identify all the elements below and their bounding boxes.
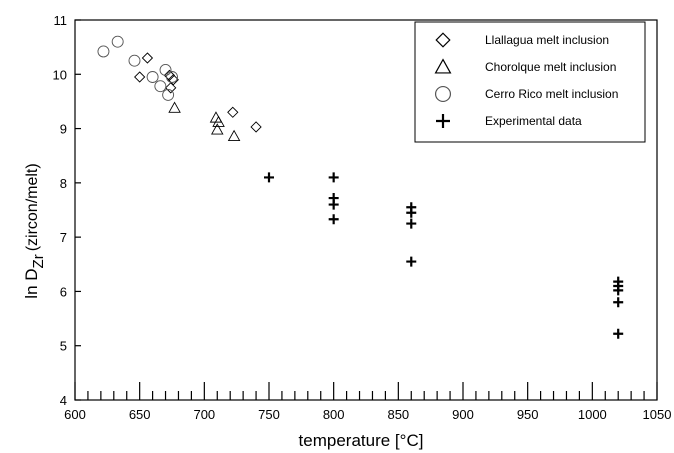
x-tick-label: 600	[64, 407, 86, 422]
data-point-circle	[154, 80, 167, 93]
data-point-plus	[328, 172, 339, 183]
y-tick-label: 6	[60, 284, 67, 299]
y-tick-label: 11	[54, 13, 68, 28]
x-tick-label: 950	[517, 407, 539, 422]
data-point-plus	[264, 172, 274, 183]
plot-frame	[74, 19, 658, 401]
data-markers	[97, 35, 624, 339]
legend-symbol-diamond	[435, 32, 451, 48]
legend-label: Cerro Rico melt inclusion	[485, 87, 618, 101]
data-point-circle	[128, 54, 141, 67]
y-tick-label: 8	[60, 176, 67, 191]
y-tick-label: 5	[60, 339, 67, 354]
data-point-diamond	[250, 121, 262, 133]
data-point-diamond	[227, 106, 239, 118]
y-axis-title-subscript: Zr	[30, 254, 47, 268]
data-point-triangle	[227, 129, 241, 142]
data-point-diamond	[167, 74, 179, 86]
y-tick-label: 4	[60, 393, 67, 408]
x-tick-label: 700	[193, 407, 215, 422]
x-tick-label: 750	[258, 407, 280, 422]
legend-label: Experimental data	[485, 114, 582, 128]
legend: Llallagua melt inclusion Chorolque melt i…	[414, 21, 646, 143]
data-point-plus	[406, 207, 417, 218]
svg-text:ln DZr(zircon/melt): ln DZr (zircon/melt)	[22, 163, 47, 298]
data-point-circle	[146, 71, 159, 83]
legend-symbol-triangle	[434, 58, 452, 74]
x-tick-label: 900	[452, 407, 474, 422]
y-axis-title-main: ln D	[22, 268, 41, 298]
data-point-triangle	[212, 115, 225, 127]
data-point-circle	[162, 88, 175, 101]
data-point-triangle	[168, 101, 181, 113]
x-tick-label: 1050	[643, 407, 672, 422]
data-point-plus	[406, 256, 417, 267]
y-axis-title: ln DZr (zircon/melt)	[22, 163, 47, 298]
legend-marker-triangle	[434, 58, 452, 74]
legend-symbol-circle	[434, 85, 452, 103]
data-point-plus	[613, 328, 624, 339]
data-point-plus	[406, 218, 417, 229]
x-axis-title: temperature [°C]	[299, 431, 424, 450]
x-tick-label: 850	[387, 407, 409, 422]
data-point-circle	[111, 35, 124, 48]
x-tick-label: 1000	[578, 407, 607, 422]
x-tick-label: 650	[129, 407, 151, 422]
data-point-plus	[328, 214, 339, 225]
y-tick-label: 7	[60, 230, 67, 245]
legend-symbol-plus	[436, 114, 450, 128]
legend-marker-circle	[434, 85, 452, 103]
legend-label: Llallagua melt inclusion	[485, 33, 609, 47]
data-point-diamond	[134, 71, 146, 83]
data-point-plus	[613, 285, 624, 296]
data-point-circle	[166, 71, 178, 83]
data-point-triangle	[211, 123, 224, 135]
data-point-diamond	[165, 82, 177, 94]
legend-label: Chorolque melt inclusion	[485, 60, 616, 74]
x-tick-label: 800	[323, 407, 345, 422]
data-point-plus	[328, 199, 339, 210]
data-point-circle	[97, 45, 110, 58]
y-tick-label: 9	[60, 122, 67, 137]
legend-box	[414, 21, 646, 143]
y-axis-title-suffix: (zircon/melt)	[24, 163, 41, 251]
legend-marker-diamond	[435, 32, 451, 48]
data-point-plus	[613, 297, 624, 308]
y-tick-label: 10	[53, 67, 67, 82]
data-point-diamond	[141, 52, 154, 64]
data-point-circle	[159, 63, 172, 76]
plot-area: 600 650 700 750 800 850 900 950 1000 1050 4 5 6 7 8 9 10…	[53, 13, 672, 422]
